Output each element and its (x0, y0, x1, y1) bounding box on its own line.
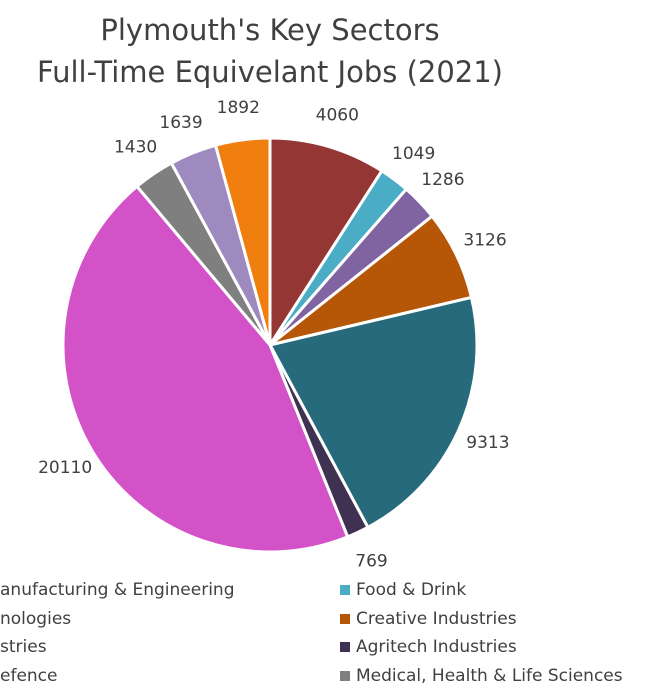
legend-marker (340, 614, 350, 624)
data-label: 1639 (159, 113, 202, 133)
pie-slice (268, 136, 384, 351)
chart-title: Full-Time Equivelant Jobs (2021) (37, 55, 503, 89)
data-label: 4060 (316, 106, 359, 126)
legend-label: Creative Industries (356, 609, 517, 629)
legend-label: Agritech Industries (356, 637, 517, 657)
data-label: 9313 (466, 433, 509, 453)
legend-marker (340, 585, 350, 595)
data-label: 20110 (38, 458, 92, 478)
data-label: 1430 (114, 137, 157, 157)
legend-label: nologies (0, 609, 71, 629)
data-label: 3126 (463, 231, 506, 251)
pie-slice (213, 136, 272, 346)
legend-label: Food & Drink (356, 580, 466, 600)
legend-label: anufacturing & Engineering (0, 580, 235, 600)
data-label: 1286 (421, 170, 464, 190)
legend-label: Medical, Health & Life Sciences (356, 666, 623, 685)
legend-marker (340, 671, 350, 681)
data-label: 769 (355, 551, 387, 571)
pie-slice (61, 184, 350, 554)
legend-label: stries (0, 637, 47, 657)
legend-label: efence (0, 666, 57, 685)
chart-title: Plymouth's Key Sectors (100, 13, 439, 47)
legend-marker (340, 642, 350, 652)
data-label: 1049 (392, 144, 435, 164)
pie-slice (267, 295, 479, 530)
data-label: 1892 (217, 98, 260, 118)
